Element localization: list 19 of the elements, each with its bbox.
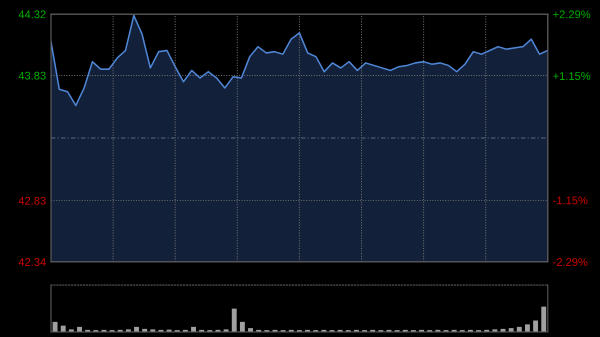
- bar: [508, 328, 514, 332]
- y-tick-label: 43.83: [18, 72, 46, 80]
- bar: [240, 322, 245, 332]
- y2-tick-label: +1.15%: [553, 72, 590, 80]
- bar: [52, 322, 58, 332]
- bar: [77, 326, 82, 332]
- y2-tick-label: -2.29%: [553, 258, 588, 266]
- bar: [134, 326, 139, 332]
- bar: [232, 308, 237, 332]
- bar: [541, 306, 546, 332]
- y2-tick-label: +2.29%: [553, 10, 590, 18]
- y-tick-label: 44.32: [18, 10, 46, 18]
- bar: [533, 320, 538, 332]
- bar: [248, 328, 253, 332]
- bar: [524, 324, 530, 332]
- bar: [191, 326, 196, 332]
- y-tick-label: 42.34: [18, 258, 46, 266]
- y-tick-label: 42.83: [18, 196, 46, 205]
- y2-tick-label: -1.15%: [553, 196, 588, 204]
